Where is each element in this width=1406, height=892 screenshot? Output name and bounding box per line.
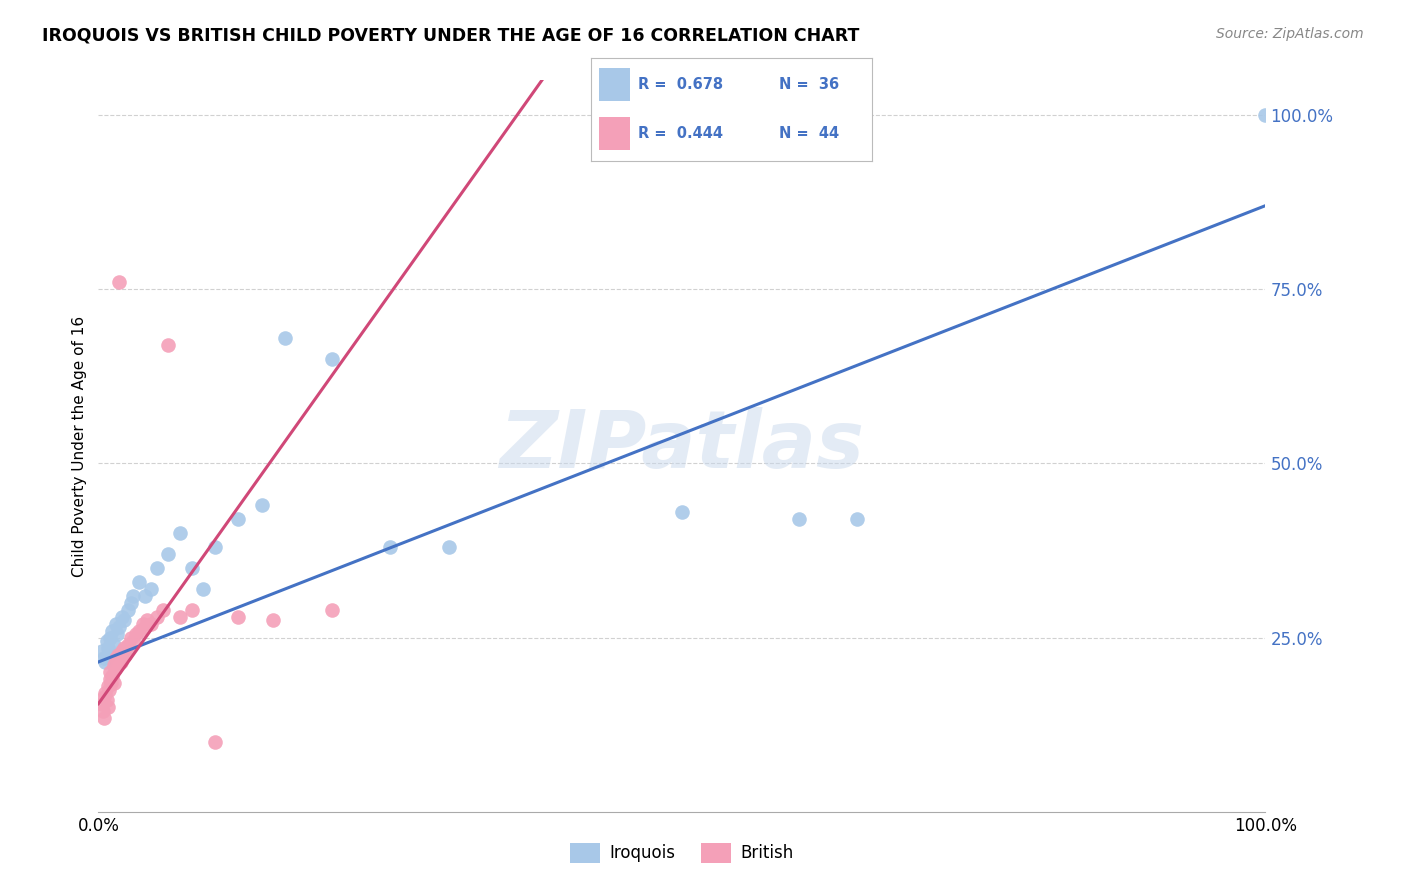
Point	[93, 651, 115, 665]
Point	[169, 609, 191, 624]
Point	[157, 338, 180, 352]
Point	[110, 655, 132, 669]
Point	[111, 644, 134, 658]
Point	[93, 690, 115, 704]
Point	[122, 634, 145, 648]
Point	[104, 651, 127, 665]
Text: N =  44: N = 44	[779, 127, 839, 142]
Text: R =  0.444: R = 0.444	[638, 127, 723, 142]
Point	[111, 609, 134, 624]
Point	[90, 644, 112, 658]
Point	[128, 624, 150, 638]
Point	[96, 634, 118, 648]
Text: Source: ZipAtlas.com: Source: ZipAtlas.com	[1216, 27, 1364, 41]
Text: IROQUOIS VS BRITISH CHILD POVERTY UNDER THE AGE OF 16 CORRELATION CHART: IROQUOIS VS BRITISH CHILD POVERTY UNDER …	[42, 27, 859, 45]
Point	[112, 640, 135, 655]
Point	[321, 351, 343, 366]
Point	[204, 540, 226, 554]
Point	[112, 613, 135, 627]
Point	[96, 693, 118, 707]
Point	[97, 682, 120, 697]
Bar	[599, 69, 630, 101]
Text: ZIPatlas: ZIPatlas	[499, 407, 865, 485]
Point	[120, 631, 142, 645]
Point	[228, 512, 250, 526]
Point	[262, 613, 284, 627]
Point	[671, 505, 693, 519]
Point	[132, 616, 155, 631]
Point	[103, 638, 125, 652]
Point	[139, 582, 162, 596]
Point	[321, 603, 343, 617]
Point	[111, 651, 134, 665]
Point	[105, 627, 128, 641]
Y-axis label: Child Poverty Under the Age of 16: Child Poverty Under the Age of 16	[72, 316, 87, 576]
Point	[117, 638, 139, 652]
Point	[94, 686, 117, 700]
Point	[100, 676, 122, 690]
Point	[98, 631, 121, 645]
Text: N =  36: N = 36	[779, 77, 839, 92]
Point	[250, 498, 273, 512]
Point	[114, 648, 136, 662]
Point	[90, 697, 112, 711]
Point	[152, 603, 174, 617]
Point	[180, 561, 202, 575]
Point	[98, 665, 121, 680]
Point	[274, 331, 297, 345]
Point	[108, 620, 131, 634]
Point	[380, 540, 402, 554]
Point	[169, 526, 191, 541]
Point	[108, 275, 131, 289]
Point	[120, 596, 142, 610]
Point	[787, 512, 810, 526]
Point	[98, 673, 121, 687]
Point	[157, 547, 180, 561]
Legend: Iroquois, British: Iroquois, British	[564, 837, 800, 869]
Point	[146, 609, 169, 624]
Point	[846, 512, 869, 526]
Point	[437, 540, 460, 554]
Point	[128, 574, 150, 589]
Point	[104, 616, 127, 631]
Point	[97, 640, 120, 655]
Point	[103, 676, 125, 690]
Point	[97, 648, 120, 662]
Point	[101, 669, 124, 683]
Point	[118, 640, 141, 655]
Point	[93, 711, 115, 725]
Point	[117, 603, 139, 617]
Point	[193, 582, 215, 596]
Point	[136, 613, 159, 627]
Point	[204, 735, 226, 749]
Point	[134, 589, 156, 603]
Point	[97, 700, 120, 714]
Point	[125, 627, 148, 641]
Point	[91, 704, 114, 718]
Text: R =  0.678: R = 0.678	[638, 77, 724, 92]
Point	[104, 662, 127, 676]
Bar	[599, 118, 630, 150]
Point	[146, 561, 169, 575]
Point	[228, 609, 250, 624]
Point	[97, 679, 120, 693]
Point	[134, 620, 156, 634]
Point	[105, 655, 128, 669]
Point	[107, 648, 129, 662]
Point	[101, 624, 124, 638]
Point	[1254, 108, 1277, 122]
Point	[122, 589, 145, 603]
Point	[103, 658, 125, 673]
Point	[180, 603, 202, 617]
Point	[139, 616, 162, 631]
Point	[94, 655, 117, 669]
